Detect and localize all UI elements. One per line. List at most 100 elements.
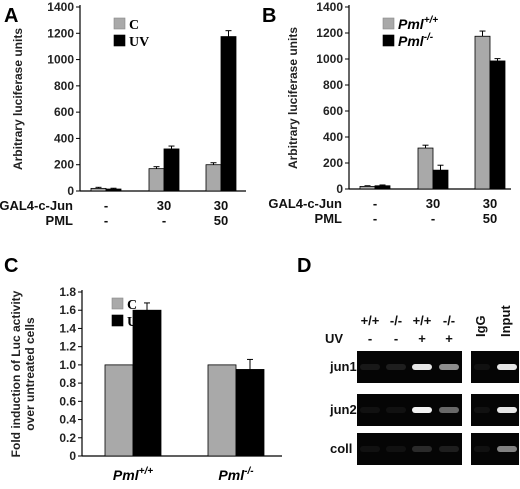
legend-swatch-1 bbox=[382, 17, 395, 30]
gel-row-label-coll: coll bbox=[330, 441, 352, 456]
category-label-2: Pml-/- bbox=[218, 466, 254, 483]
bar-control-1 bbox=[90, 187, 107, 192]
condition-value: - bbox=[373, 196, 377, 211]
legend-label-1: C bbox=[129, 18, 139, 33]
bar-control-2 bbox=[207, 364, 237, 457]
legend-swatch-2 bbox=[111, 314, 124, 327]
condition-value: 50 bbox=[214, 213, 228, 228]
bar-treated-3 bbox=[489, 60, 506, 190]
uv-value-3: + bbox=[418, 331, 426, 346]
gel-band-1-2 bbox=[386, 364, 406, 370]
legend-swatch-2 bbox=[382, 34, 395, 47]
genotype-label-1: +/+ bbox=[361, 313, 380, 328]
condition-value: - bbox=[373, 211, 377, 226]
legend-swatch-1 bbox=[113, 17, 126, 30]
y-tick-label: 1200 bbox=[47, 26, 74, 40]
category-label-1: Pml+/+ bbox=[113, 466, 153, 483]
y-tick-label: 200 bbox=[54, 158, 74, 172]
bar-treated-2 bbox=[163, 148, 180, 192]
gel-band-igg-1 bbox=[474, 364, 490, 370]
y-tick-label: 1000 bbox=[316, 52, 343, 66]
y-tick-label: 1200 bbox=[316, 26, 343, 40]
bar-treated-1 bbox=[132, 309, 162, 457]
gel-band-1-4 bbox=[439, 364, 459, 370]
gel-strip-main-2 bbox=[357, 394, 462, 426]
y-tick-label: 0 bbox=[336, 182, 343, 196]
condition-value: - bbox=[431, 211, 435, 226]
y-tick-label: 0 bbox=[69, 449, 76, 463]
panel-label-a: A bbox=[4, 5, 18, 27]
y-tick-label: 1400 bbox=[47, 0, 74, 14]
legend-label-2: UV bbox=[127, 315, 147, 330]
y-tick-label: 0.2 bbox=[59, 431, 76, 445]
gel-row-label-jun2: jun2 bbox=[329, 402, 357, 417]
gel-band-igg-3 bbox=[474, 446, 490, 452]
genotype-label-3: +/+ bbox=[413, 313, 432, 328]
y-tick-label: 200 bbox=[323, 156, 343, 170]
gel-band-input-2 bbox=[497, 407, 517, 413]
condition-value: 50 bbox=[483, 211, 497, 226]
y-axis-label-line-1: Fold induction of Luc activity bbox=[9, 290, 23, 457]
y-axis-label: Arbitrary luciferase units bbox=[286, 27, 300, 169]
y-axis-label: Arbitrary luciferase units bbox=[11, 28, 25, 170]
y-tick-label: 0.4 bbox=[59, 413, 76, 427]
legend-label-2: Pml-/- bbox=[398, 32, 434, 49]
gel-band-3-2 bbox=[386, 446, 406, 452]
condition-value: - bbox=[162, 213, 166, 228]
chart-a: 0 200 400 600 800 1000 1200 1400 Arbitrary lucif… bbox=[0, 0, 246, 228]
gel-row-label-jun1: jun1 bbox=[329, 359, 357, 374]
condition-label-2: PML bbox=[46, 213, 74, 228]
y-tick-label: 1.0 bbox=[59, 358, 76, 372]
gel-band-3-1 bbox=[360, 446, 380, 452]
genotype-label-4: -/- bbox=[443, 313, 455, 328]
y-axis-label-line-2: over untreated cells bbox=[23, 317, 37, 431]
gel-band-igg-2 bbox=[474, 407, 490, 413]
y-tick-label: 1.6 bbox=[59, 303, 76, 317]
gel-band-2-3 bbox=[412, 407, 432, 413]
y-tick-label: 0 bbox=[67, 184, 74, 198]
uv-value-1: - bbox=[368, 331, 372, 346]
bar-control-2 bbox=[417, 147, 434, 190]
chart-c: 0 0.2 0.4 0.6 0.8 1.0 1.2 1.4 1.6 1.8 Fold inducti… bbox=[9, 285, 282, 483]
condition-value: - bbox=[104, 213, 108, 228]
condition-value: 30 bbox=[483, 196, 497, 211]
uv-value-4: + bbox=[445, 331, 453, 346]
condition-label-1: GAL4-c-Jun bbox=[268, 196, 342, 211]
gel-band-input-3 bbox=[497, 446, 517, 452]
condition-value: 30 bbox=[426, 196, 440, 211]
bar-control-3 bbox=[205, 164, 222, 192]
uv-row-label: UV bbox=[325, 331, 343, 346]
y-tick-label: 0.6 bbox=[59, 394, 76, 408]
bar-treated-1 bbox=[105, 188, 122, 192]
bar-treated-1 bbox=[374, 185, 391, 190]
y-tick-label: 400 bbox=[54, 131, 74, 145]
y-tick-label: 800 bbox=[54, 79, 74, 93]
gel-band-1-1 bbox=[360, 364, 380, 370]
bar-treated-3 bbox=[220, 36, 237, 192]
y-tick-label: 800 bbox=[323, 78, 343, 92]
legend-label-2: UV bbox=[129, 35, 149, 50]
y-tick-label: 1.8 bbox=[59, 285, 76, 299]
panel-label-c: C bbox=[4, 255, 18, 277]
gel-band-3-4 bbox=[439, 446, 459, 452]
condition-value: - bbox=[104, 198, 108, 213]
legend-label-1: Pml+/+ bbox=[398, 15, 438, 32]
panel-label-d: D bbox=[297, 255, 311, 277]
bar-control-1 bbox=[359, 185, 376, 190]
bar-control-2 bbox=[148, 168, 165, 192]
panel-label-b: B bbox=[262, 5, 276, 27]
bar-treated-2 bbox=[235, 369, 265, 457]
uv-value-2: - bbox=[394, 331, 398, 346]
condition-label-2: PML bbox=[315, 211, 343, 226]
gel-strip-main-3 bbox=[357, 433, 462, 465]
condition-label-1: GAL4-c-Jun bbox=[0, 198, 73, 213]
y-tick-label: 0.8 bbox=[59, 376, 76, 390]
y-tick-label: 600 bbox=[54, 105, 74, 119]
y-tick-label: 1400 bbox=[316, 0, 343, 14]
gel-panel-d: +/+ -/- +/+ -/- UV - - + + IgG Input jun1 jun2 coll bbox=[325, 305, 519, 465]
genotype-label-2: -/- bbox=[390, 313, 402, 328]
y-tick-label: 400 bbox=[323, 130, 343, 144]
gel-band-2-1 bbox=[360, 407, 380, 413]
y-tick-label: 600 bbox=[323, 104, 343, 118]
